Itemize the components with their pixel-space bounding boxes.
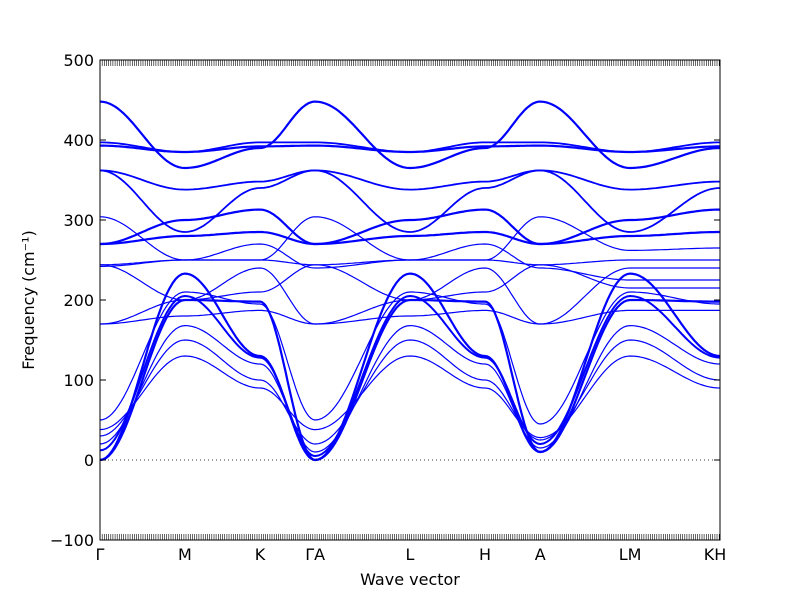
y-axis-label: Frequency (cm⁻¹) xyxy=(19,230,38,369)
band-line-20 xyxy=(99,100,721,170)
band-line-4 xyxy=(99,325,721,453)
x-tick-label: M xyxy=(178,545,192,564)
y-tick-label: 100 xyxy=(63,371,94,390)
y-tick-label: 0 xyxy=(84,451,94,470)
x-tick-labels: Γ M K ΓA L H A LM KH xyxy=(96,545,727,564)
x-tick-label: ΓA xyxy=(305,545,325,564)
band-line-2 xyxy=(99,272,721,462)
y-tick-label: 200 xyxy=(63,291,94,310)
band-line-19 xyxy=(100,141,720,153)
band-line-14 xyxy=(99,216,720,261)
band-line-16 xyxy=(99,169,721,233)
band-line-7 xyxy=(99,291,720,425)
x-tick-label: A xyxy=(535,545,546,564)
band-line-5 xyxy=(99,339,721,445)
y-tick-label: −100 xyxy=(50,531,94,550)
x-tick-label: L xyxy=(406,545,415,564)
band-line-17 xyxy=(99,169,720,191)
band-line-12 xyxy=(99,264,720,301)
y-tick-label: 400 xyxy=(63,131,94,150)
y-tick-labels: −100 0 100 200 300 400 500 xyxy=(50,51,94,550)
x-tick-label: H xyxy=(479,545,491,564)
x-tick-label: Γ xyxy=(96,545,105,564)
x-tick-label: LM xyxy=(619,545,642,564)
x-tick-label: K xyxy=(255,545,266,564)
band-line-11 xyxy=(100,259,720,266)
band-line-15 xyxy=(99,208,720,246)
x-axis-label: Wave vector xyxy=(360,570,460,589)
y-tick-label: 300 xyxy=(63,211,94,230)
band-line-3 xyxy=(99,295,721,457)
x-tick-label: KH xyxy=(704,545,727,564)
band-line-13 xyxy=(100,230,720,246)
band-lines xyxy=(99,100,721,462)
band-line-6 xyxy=(99,355,721,439)
band-line-8 xyxy=(100,309,720,325)
plot-frame xyxy=(99,59,721,541)
axis-ticks xyxy=(99,59,720,541)
band-line-1 xyxy=(99,298,720,462)
y-tick-label: 500 xyxy=(63,51,94,70)
